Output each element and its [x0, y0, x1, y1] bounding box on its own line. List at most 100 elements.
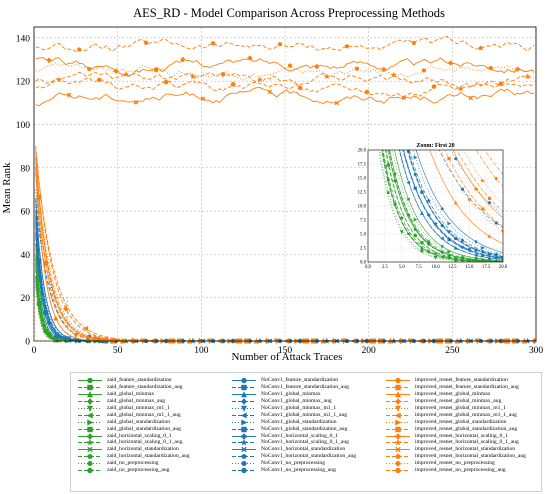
legend-swatch [78, 453, 102, 460]
legend-swatch [386, 397, 410, 405]
legend: zaid_feature_standardization zaid_feature… [70, 372, 542, 492]
legend-swatch [386, 467, 410, 474]
legend-label: zaid_global_minmax_m1_1_aug [107, 411, 181, 418]
inset-series-noconv1-global-standardization [412, 150, 503, 255]
legend-label: NoConv1_no_preprocessing [261, 460, 326, 467]
series-line [35, 76, 535, 97]
inset-data-point [420, 211, 424, 215]
inset-data-point [487, 255, 492, 260]
inset-data-point [426, 198, 431, 203]
legend-swatch [232, 447, 256, 453]
legend-marker [87, 384, 93, 391]
inset-y-tick-label: 17.5 [358, 163, 367, 168]
legend-marker [87, 453, 93, 460]
legend-label: improved_resnet_no_preprocessing_aug [415, 467, 506, 474]
legend-label: zaid_global_minmax [107, 390, 155, 397]
inset-data-point [393, 171, 397, 177]
data-point [63, 305, 69, 312]
legend-marker [241, 384, 247, 391]
legend-label: zaid_feature_standardization_aug [107, 383, 183, 390]
legend-swatch [232, 377, 256, 384]
legend-label: zaid_no_preprocessing [107, 460, 159, 467]
legend-label: zaid_horizontal_standardization_aug [107, 453, 190, 460]
data-point [46, 57, 52, 63]
legend-marker [87, 460, 93, 467]
legend-swatch [386, 426, 410, 432]
legend-swatch [386, 391, 410, 398]
legend-marker [395, 419, 402, 426]
legend-swatch [78, 384, 102, 391]
data-point [314, 64, 320, 69]
legend-marker [241, 453, 247, 460]
inset-series-line [379, 150, 503, 262]
inset-series-noconv1-horizontal-scaling-0-1-aug [402, 150, 503, 260]
y-tick-label: 20 [21, 294, 31, 304]
inset-frame [367, 149, 504, 263]
legend-swatch [78, 377, 102, 384]
legend-swatch [232, 391, 256, 398]
inset-data-point [447, 157, 451, 161]
inset-x-tick-label: 7.5 [416, 265, 423, 270]
legend-marker [87, 433, 93, 439]
data-point [448, 60, 453, 66]
data-point [133, 99, 139, 105]
inset-series-line [406, 150, 503, 258]
data-point [468, 95, 474, 101]
inset-y-tick-label: 7.5 [360, 219, 367, 224]
inset-data-point [433, 221, 438, 227]
inset-data-point [494, 176, 499, 181]
inset-data-point [413, 217, 418, 222]
data-point [256, 76, 263, 83]
legend-swatch [386, 453, 410, 460]
inset-data-point [454, 156, 458, 161]
data-point [411, 40, 417, 45]
legend-label: NoConv1_horizontal_standardization_aug [261, 453, 357, 460]
inset-series-line [452, 150, 503, 218]
y-tick-label: 60 [21, 208, 31, 218]
inset-data-point [481, 249, 485, 253]
data-point [163, 79, 169, 85]
inset-series-noconv1-global-minmax-m1-1-aug [398, 150, 503, 260]
legend-label: NoConv1_horizontal_scaling_0_1 [261, 432, 339, 439]
inset-data-point [440, 207, 444, 211]
inset-data-point [447, 221, 452, 226]
legend-swatch [78, 419, 102, 426]
data-point [334, 100, 340, 106]
legend-marker [394, 412, 401, 419]
inset-series-improved-resnet-feature-standardization [452, 150, 503, 218]
data-point [230, 82, 236, 87]
inset-series-line [394, 150, 503, 261]
legend-label: NoConv1_global_standardization_aug [261, 425, 348, 432]
legend-marker [86, 405, 94, 412]
inset-y-tick-label: 15.0 [358, 177, 367, 182]
series-improved-resnet-horizontal-standardization-aug [35, 35, 535, 53]
data-point [277, 41, 283, 47]
legend-label: zaid_global_standardization_aug [107, 425, 181, 432]
legend-marker [395, 460, 401, 467]
legend-label: NoConv1_feature_standardization_aug [261, 383, 349, 390]
data-point [390, 71, 397, 78]
series-improved-resnet-horizontal-scaling-0-1-aug [35, 71, 535, 92]
legend-swatch [386, 433, 410, 439]
legend-swatch [78, 412, 102, 419]
legend-label: improved_resnet_global_standardization_a… [415, 425, 518, 432]
data-point [221, 71, 226, 77]
inset-series-line [415, 150, 503, 253]
legend-label: improved_resnet_horizontal_scaling_0_1 [415, 432, 508, 439]
inset-x-tick-label: 15.0 [465, 265, 474, 270]
inset-series-line [429, 150, 503, 244]
inset-data-point [413, 172, 417, 176]
legend-label: improved_resnet_global_minmax_m1_1_aug [415, 411, 517, 418]
legend-label: zaid_global_standardization [107, 418, 171, 425]
inset-data-point [440, 244, 444, 248]
inset-data-point [487, 234, 492, 238]
legend-swatch [232, 384, 256, 391]
legend-label: zaid_global_minmax_m1_1 [107, 404, 170, 411]
inset-series-line [450, 150, 503, 215]
legend-marker [241, 426, 247, 432]
inset-x-tick-label: 10.0 [431, 265, 440, 270]
inset-series-line [456, 150, 503, 212]
legend-label: NoConv1_horizontal_scaling_0_1_aug [261, 439, 349, 446]
legend-swatch [386, 447, 410, 453]
plot-frame [33, 26, 537, 342]
